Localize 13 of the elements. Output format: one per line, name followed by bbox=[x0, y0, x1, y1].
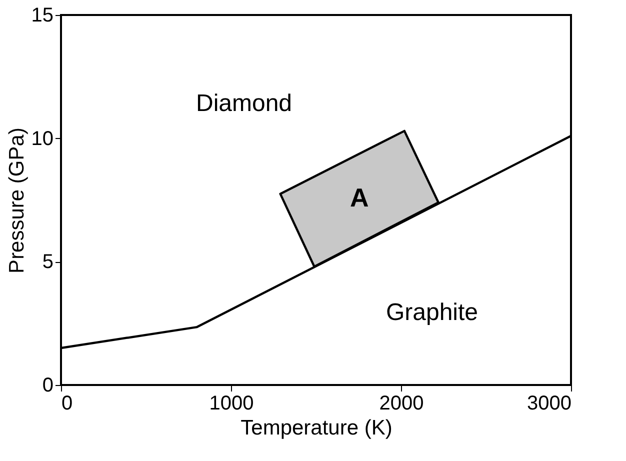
series-label: A bbox=[350, 182, 369, 212]
annotation: Graphite bbox=[386, 299, 478, 326]
y-axis-title: Pressure (GPa) bbox=[5, 128, 28, 274]
x-axis-title: Temperature (K) bbox=[240, 416, 392, 440]
y-tick-label: 0 bbox=[42, 374, 54, 396]
x-tick-label: 0 bbox=[62, 392, 73, 414]
y-tick-label: 10 bbox=[31, 128, 54, 150]
x-tick-label: 3000 bbox=[527, 392, 572, 414]
annotation: Diamond bbox=[196, 90, 292, 117]
x-tick-label: 2000 bbox=[379, 392, 424, 414]
y-tick-label: 5 bbox=[42, 251, 54, 274]
x-tick-label: 1000 bbox=[209, 392, 254, 414]
y-tick-label: 15 bbox=[31, 4, 54, 26]
